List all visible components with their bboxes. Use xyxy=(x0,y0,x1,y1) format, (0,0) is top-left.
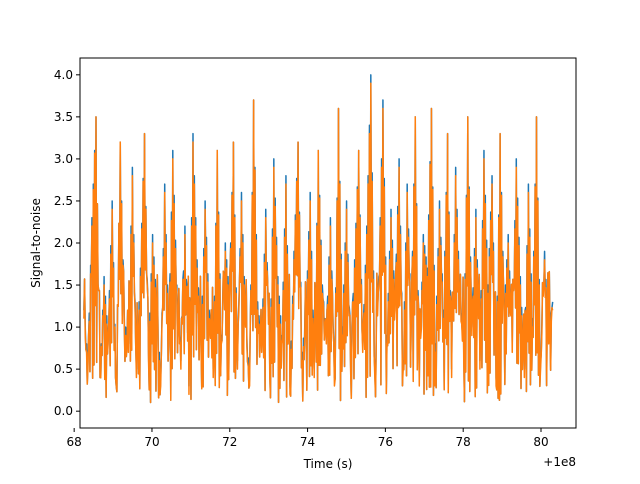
y-tick-label: 4.0 xyxy=(54,68,73,82)
y-tick-label: 2.0 xyxy=(54,236,73,250)
x-axis: 68 70 72 74 76 78 80 xyxy=(67,428,549,449)
x-offset-label: +1e8 xyxy=(543,455,576,469)
y-tick-label: 0.0 xyxy=(54,404,73,418)
y-tick-label: 1.0 xyxy=(54,320,73,334)
series-orange-line xyxy=(83,82,554,404)
x-tick-label: 80 xyxy=(533,435,548,449)
x-tick-label: 72 xyxy=(222,435,237,449)
x-tick-label: 78 xyxy=(456,435,471,449)
x-tick-label: 74 xyxy=(300,435,315,449)
y-tick-label: 2.5 xyxy=(54,194,73,208)
y-tick-label: 3.0 xyxy=(54,152,73,166)
plot-area xyxy=(83,74,554,404)
x-tick-label: 76 xyxy=(378,435,393,449)
x-tick-label: 70 xyxy=(144,435,159,449)
y-tick-label: 0.5 xyxy=(54,362,73,376)
x-tick-label: 68 xyxy=(67,435,82,449)
y-tick-label: 3.5 xyxy=(54,110,73,124)
y-tick-label: 1.5 xyxy=(54,278,73,292)
x-axis-label: Time (s) xyxy=(303,457,353,471)
y-axis-label: Signal-to-noise xyxy=(29,198,43,288)
y-axis: 0.0 0.5 1.0 1.5 2.0 2.5 3.0 3.5 4.0 xyxy=(54,68,80,418)
